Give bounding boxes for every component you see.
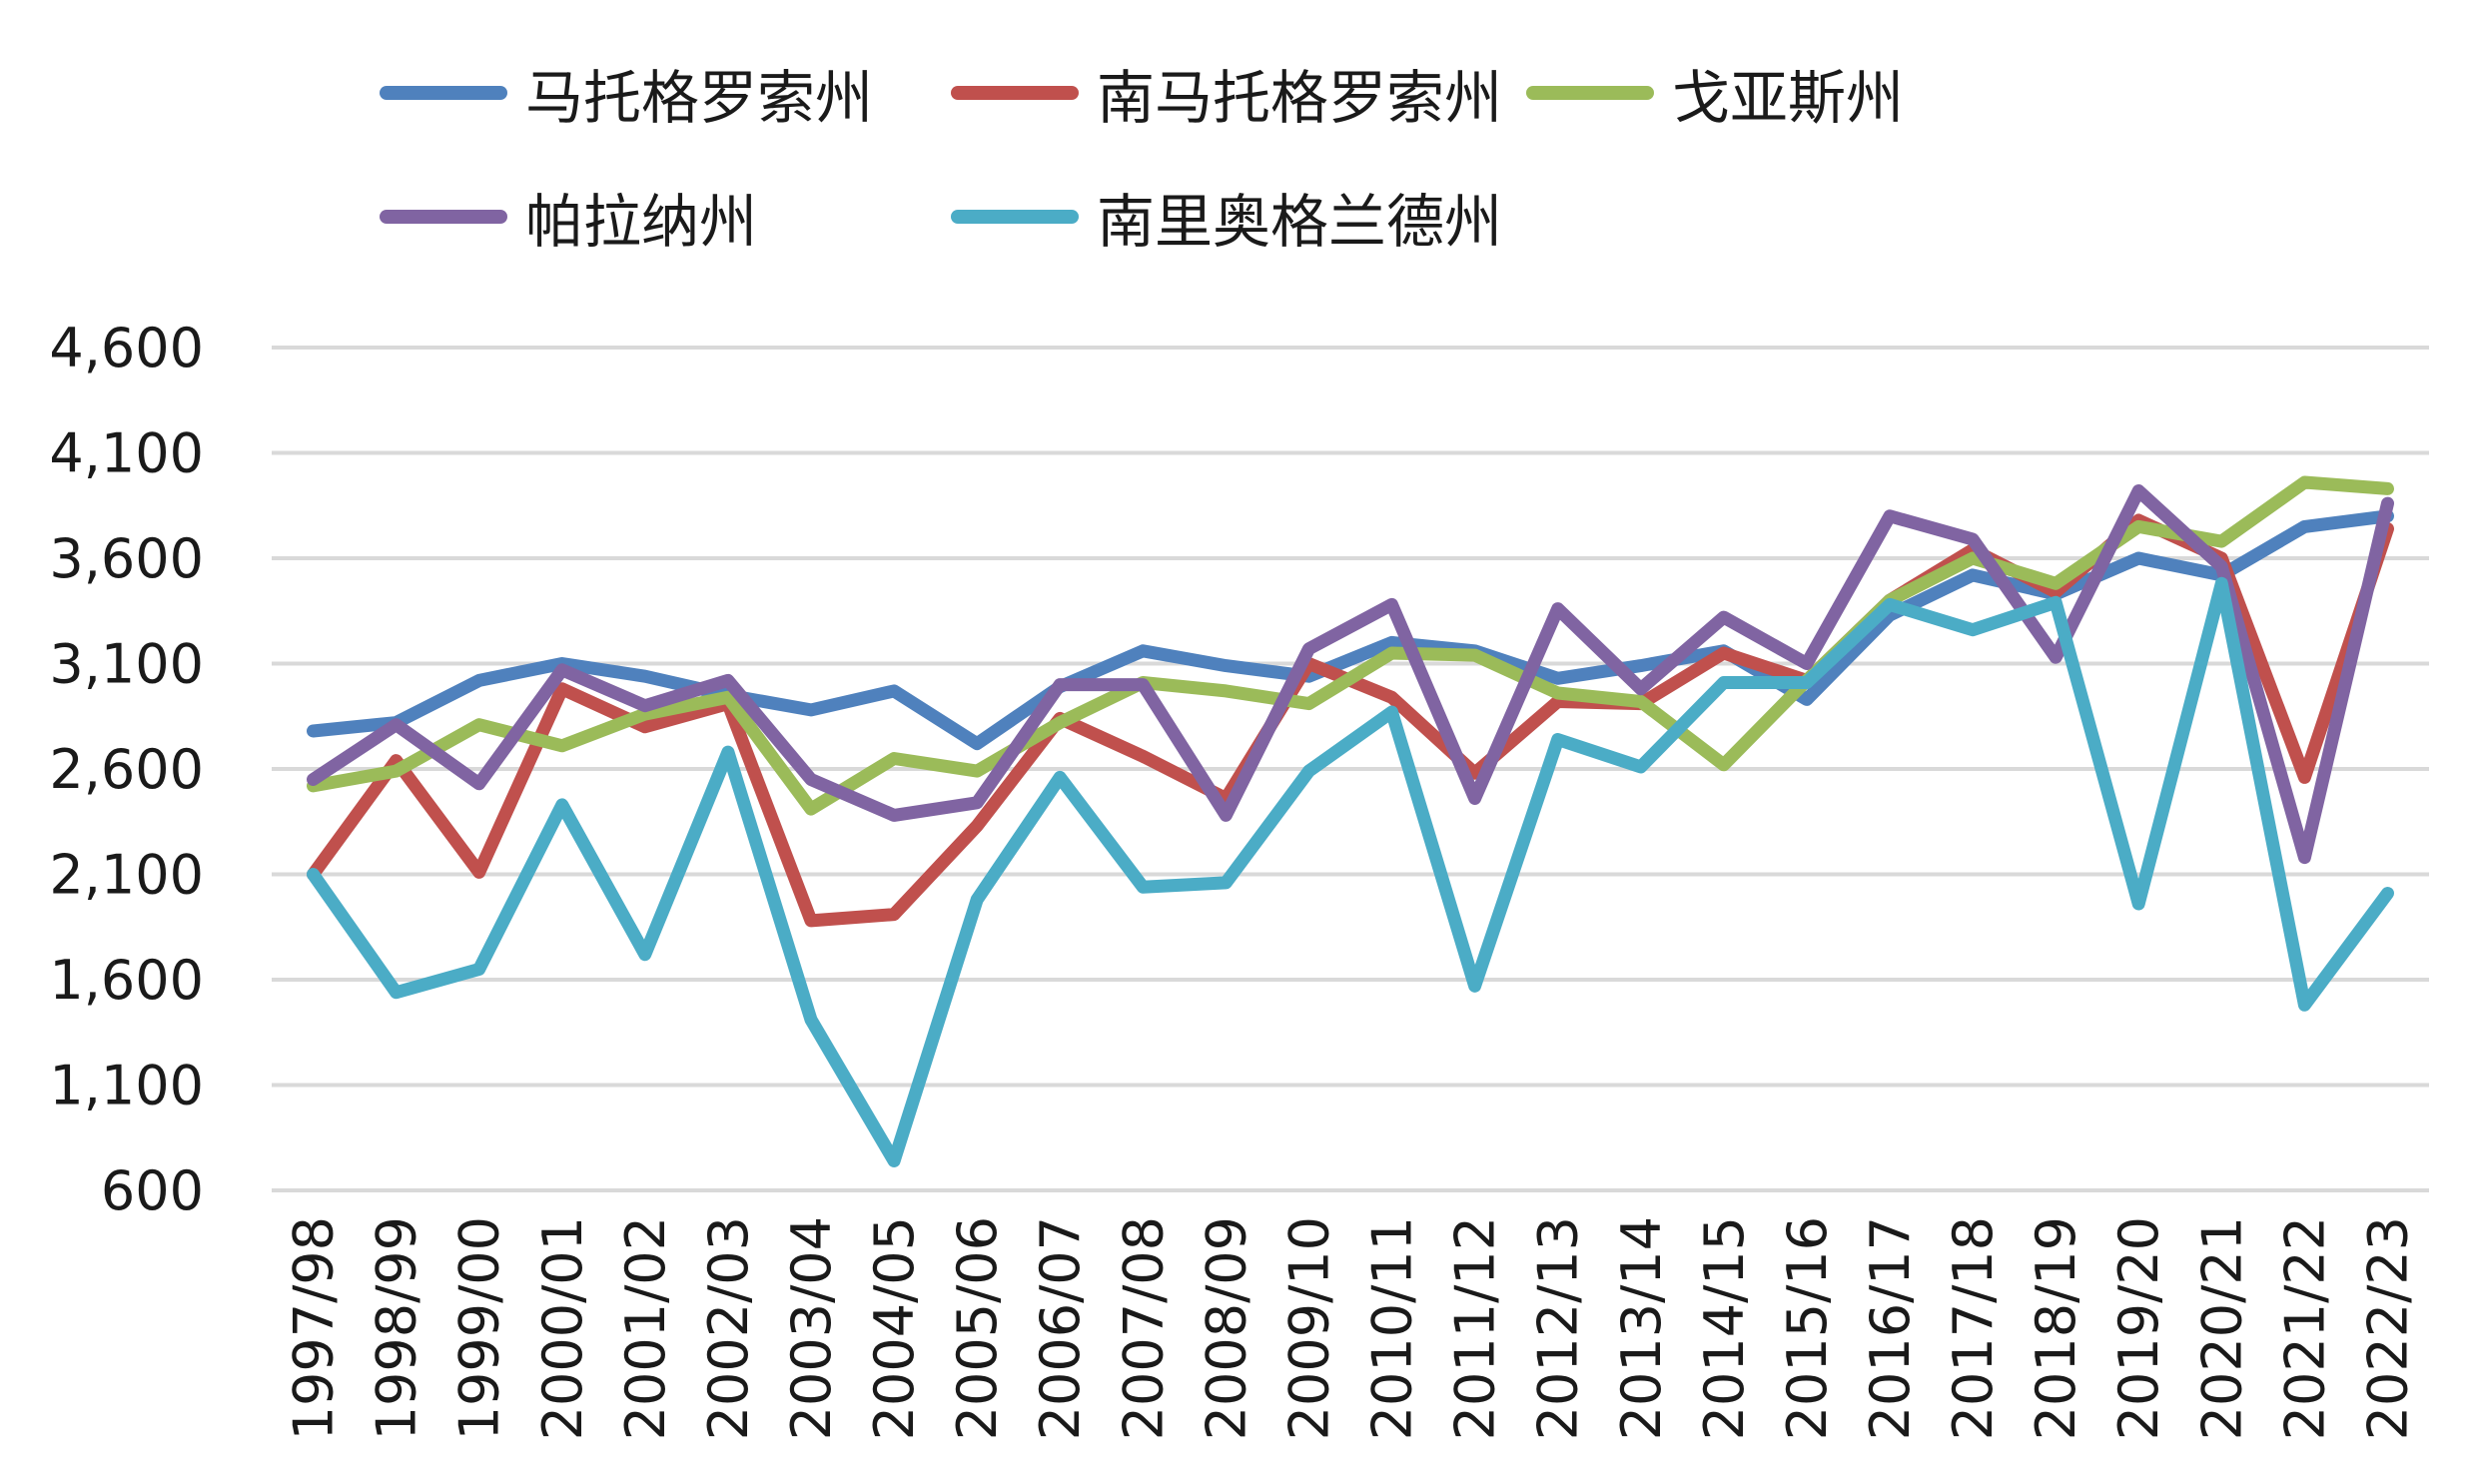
- x-axis-ticks: 1997/98 1998/99 1999/00 2000/01 2001/02 2002/…: [283, 1216, 2420, 1440]
- legend-item-rio-grande-do-sul: 南里奥格兰德州: [951, 182, 1502, 256]
- legend-label-mato-grosso-do-sul: 南马托格罗索州: [1097, 64, 1503, 132]
- legend-swatch-parana: [380, 210, 507, 224]
- x-tick-label: 2008/09: [1195, 1216, 1257, 1440]
- series-line: [307, 484, 2394, 865]
- y-tick-label: 3,100: [49, 633, 204, 696]
- series-lines: [307, 475, 2394, 1167]
- legend-item-mato-grosso-do-sul: 南马托格罗索州: [951, 58, 1502, 132]
- y-tick-label: 600: [101, 1159, 204, 1222]
- y-tick-label: 4,100: [49, 422, 204, 485]
- x-tick-label: 2002/03: [697, 1216, 760, 1440]
- legend-label-rio-grande-do-sul: 南里奥格兰德州: [1097, 188, 1503, 256]
- y-tick-label: 1,100: [49, 1055, 204, 1117]
- x-tick-label: 1997/98: [283, 1216, 346, 1440]
- y-axis-ticks: 600 1,100 1,600 2,100 2,600 3,100 3,600 4,100 4,…: [49, 317, 204, 1222]
- legend-item-parana: 帕拉纳州: [380, 182, 757, 256]
- x-tick-label: 1999/00: [448, 1216, 511, 1440]
- x-tick-label: 2015/16: [1776, 1216, 1839, 1440]
- x-tick-label: 2001/02: [614, 1216, 677, 1440]
- x-tick-label: 2014/15: [1693, 1216, 1756, 1440]
- y-tick-label: 1,600: [49, 949, 204, 1012]
- x-tick-label: 2013/14: [1610, 1216, 1673, 1440]
- y-tick-label: 3,600: [49, 527, 204, 590]
- x-tick-label: 2003/04: [780, 1216, 843, 1440]
- x-tick-label: 2012/13: [1527, 1216, 1590, 1440]
- x-tick-label: 2006/07: [1029, 1216, 1092, 1440]
- legend-swatch-goias: [1526, 86, 1654, 100]
- x-tick-label: 2011/12: [1444, 1216, 1507, 1440]
- x-tick-label: 2009/10: [1277, 1216, 1340, 1440]
- x-tick-label: 2004/05: [863, 1216, 926, 1440]
- legend-item-mato-grosso: 马托格罗索州: [380, 58, 873, 132]
- x-tick-label: 2021/22: [2273, 1216, 2336, 1440]
- y-tick-label: 2,100: [49, 844, 204, 907]
- legend-label-parana: 帕拉纳州: [525, 188, 758, 256]
- x-tick-label: 2016/17: [1859, 1216, 1922, 1440]
- x-tick-label: 2020/21: [2190, 1216, 2253, 1440]
- legend-label-mato-grosso: 马托格罗索州: [525, 64, 874, 132]
- x-tick-label: 2007/08: [1112, 1216, 1175, 1440]
- x-tick-label: 2019/20: [2107, 1216, 2170, 1440]
- y-tick-label: 4,600: [49, 317, 204, 379]
- series-line: [307, 576, 2394, 1167]
- x-tick-label: 2018/19: [2025, 1216, 2087, 1440]
- x-tick-label: 2010/11: [1361, 1216, 1424, 1440]
- legend-label-goias: 戈亚斯州: [1672, 64, 1905, 132]
- x-tick-label: 2022/23: [2356, 1216, 2419, 1440]
- y-tick-label: 2,600: [49, 738, 204, 801]
- x-tick-label: 2005/06: [946, 1216, 1009, 1440]
- x-tick-label: 2017/18: [1942, 1216, 2005, 1440]
- legend-swatch-rio-grande-do-sul: [951, 210, 1079, 224]
- legend-swatch-mato-grosso-do-sul: [951, 86, 1079, 100]
- x-tick-label: 1998/99: [366, 1216, 428, 1440]
- legend-swatch-mato-grosso: [380, 86, 507, 100]
- x-tick-label: 2000/01: [531, 1216, 594, 1440]
- series-line: [307, 475, 2394, 816]
- legend-item-goias: 戈亚斯州: [1526, 58, 1904, 132]
